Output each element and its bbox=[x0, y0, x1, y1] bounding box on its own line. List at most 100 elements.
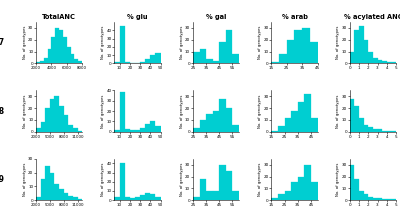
Y-axis label: No. of genotypes: No. of genotypes bbox=[336, 94, 340, 128]
Bar bbox=[114, 62, 120, 63]
Bar bbox=[59, 30, 63, 63]
Bar bbox=[364, 194, 368, 200]
Bar bbox=[200, 120, 206, 132]
Bar bbox=[232, 54, 239, 63]
Y-axis label: No. of genotypes: No. of genotypes bbox=[101, 26, 105, 59]
Bar bbox=[354, 30, 359, 63]
Bar bbox=[36, 197, 41, 200]
Bar bbox=[36, 128, 41, 132]
Bar bbox=[304, 94, 311, 132]
Bar bbox=[359, 26, 364, 63]
Bar bbox=[287, 40, 294, 63]
Bar bbox=[271, 198, 278, 200]
Bar bbox=[206, 59, 213, 63]
Bar bbox=[145, 124, 150, 132]
Bar bbox=[140, 128, 145, 132]
Bar bbox=[73, 197, 78, 200]
Bar bbox=[354, 106, 359, 132]
Bar bbox=[40, 61, 44, 63]
Y-axis label: No. of genotypes: No. of genotypes bbox=[336, 26, 340, 59]
Bar bbox=[45, 108, 50, 132]
Bar bbox=[302, 28, 310, 63]
Bar bbox=[311, 182, 318, 200]
Bar bbox=[44, 57, 48, 63]
Bar bbox=[150, 194, 156, 200]
Bar bbox=[125, 62, 130, 63]
Bar bbox=[200, 179, 206, 200]
Bar bbox=[373, 129, 378, 132]
Title: % gal: % gal bbox=[206, 14, 226, 20]
Bar bbox=[382, 131, 387, 132]
Bar bbox=[64, 115, 68, 132]
Bar bbox=[368, 197, 373, 200]
Bar bbox=[387, 131, 391, 132]
Bar bbox=[226, 108, 232, 132]
Bar bbox=[391, 199, 396, 200]
Bar bbox=[387, 62, 391, 63]
Bar bbox=[213, 191, 219, 200]
Bar bbox=[304, 165, 311, 200]
Bar bbox=[130, 198, 135, 200]
Bar bbox=[378, 60, 382, 63]
Bar bbox=[68, 125, 73, 132]
Bar bbox=[359, 191, 364, 200]
Bar bbox=[378, 198, 382, 200]
Bar bbox=[120, 26, 125, 63]
Bar bbox=[298, 176, 304, 200]
Bar bbox=[135, 130, 140, 132]
Y-axis label: No. of genotypes: No. of genotypes bbox=[180, 94, 184, 128]
Y-axis label: No. of genotypes: No. of genotypes bbox=[22, 26, 26, 59]
Bar bbox=[232, 191, 239, 200]
Bar bbox=[114, 130, 120, 132]
Bar bbox=[359, 118, 364, 132]
Bar bbox=[78, 61, 82, 63]
Title: % glu: % glu bbox=[127, 14, 148, 20]
Bar bbox=[73, 128, 78, 132]
Bar bbox=[36, 62, 40, 63]
Bar bbox=[373, 57, 378, 63]
Y-axis label: No. of genotypes: No. of genotypes bbox=[101, 163, 105, 196]
Bar bbox=[368, 52, 373, 63]
Title: % arab: % arab bbox=[282, 14, 307, 20]
Y-axis label: No. of genotypes: No. of genotypes bbox=[258, 163, 262, 196]
Bar bbox=[213, 61, 219, 63]
Bar bbox=[279, 54, 287, 63]
Bar bbox=[64, 193, 68, 200]
Bar bbox=[120, 92, 125, 132]
Bar bbox=[55, 28, 59, 63]
Bar bbox=[156, 53, 161, 63]
Bar bbox=[140, 195, 145, 200]
Bar bbox=[59, 106, 64, 132]
Title: TotalANC: TotalANC bbox=[42, 14, 76, 20]
Bar bbox=[67, 47, 71, 63]
Bar bbox=[271, 131, 278, 132]
Bar bbox=[120, 163, 125, 200]
Y-axis label: No. of genotypes: No. of genotypes bbox=[101, 94, 105, 128]
Text: 2019: 2019 bbox=[0, 175, 5, 184]
Bar bbox=[378, 129, 382, 132]
Bar bbox=[226, 30, 232, 63]
Bar bbox=[350, 99, 354, 132]
Bar bbox=[71, 54, 74, 63]
Bar bbox=[125, 197, 130, 200]
Bar bbox=[41, 180, 45, 200]
Title: % acylated ANC: % acylated ANC bbox=[344, 14, 400, 20]
Bar bbox=[294, 30, 302, 63]
Bar bbox=[311, 118, 318, 132]
Bar bbox=[373, 198, 378, 200]
Bar bbox=[219, 165, 226, 200]
Bar bbox=[226, 170, 232, 200]
Bar bbox=[387, 199, 391, 200]
Bar bbox=[156, 196, 161, 200]
Y-axis label: No. of genotypes: No. of genotypes bbox=[258, 94, 262, 128]
Bar bbox=[74, 59, 78, 63]
Bar bbox=[382, 199, 387, 200]
Bar bbox=[150, 55, 156, 63]
Bar bbox=[145, 59, 150, 63]
Bar bbox=[291, 110, 298, 132]
Bar bbox=[68, 196, 73, 200]
Bar bbox=[206, 191, 213, 200]
Bar bbox=[310, 42, 318, 63]
Bar bbox=[135, 197, 140, 200]
Bar bbox=[391, 131, 396, 132]
